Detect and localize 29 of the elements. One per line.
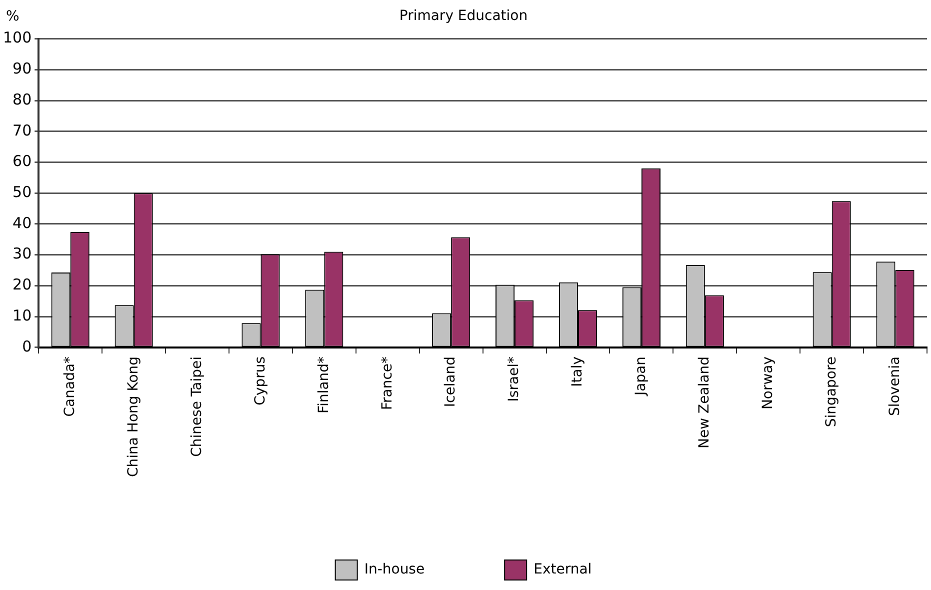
x-tick-label: Italy <box>570 356 586 387</box>
x-tick-label: Norway <box>760 356 776 410</box>
y-axis-title: % <box>6 8 20 25</box>
y-tick-label: 60 <box>12 152 32 170</box>
legend-label: In-house <box>364 562 425 578</box>
y-tick-label: 10 <box>12 306 32 324</box>
y-tick-label: 30 <box>12 244 32 263</box>
y-tick-label: 0 <box>22 337 32 356</box>
x-tick-label: China Hong Kong <box>125 356 142 478</box>
y-tick-label: 20 <box>12 276 32 294</box>
x-tick-label: New Zealand <box>696 356 713 448</box>
y-tick-label: 90 <box>12 60 32 78</box>
x-tick-label: Slovenia <box>886 356 903 416</box>
x-tick-label: France* <box>379 356 396 410</box>
x-tick-label: Iceland <box>442 356 459 408</box>
x-tick-label: Cyprus <box>252 356 268 406</box>
y-tick-label: 70 <box>12 121 32 140</box>
y-tick-label: 100 <box>2 28 32 47</box>
x-tick-label: Canada* <box>62 356 78 417</box>
x-tick-label: Israel* <box>506 356 522 402</box>
x-tick-label: Finland* <box>316 356 332 414</box>
x-tick-label: Chinese Taipei <box>188 356 205 457</box>
y-tick-label: 50 <box>12 183 32 202</box>
x-tick-label: Singapore <box>823 356 840 428</box>
chart-title: Primary Education <box>399 8 528 24</box>
y-tick-label: 40 <box>12 214 32 232</box>
x-tick-label: Japan <box>633 356 650 396</box>
legend-label: External <box>534 562 592 578</box>
y-tick-label: 80 <box>12 90 32 108</box>
